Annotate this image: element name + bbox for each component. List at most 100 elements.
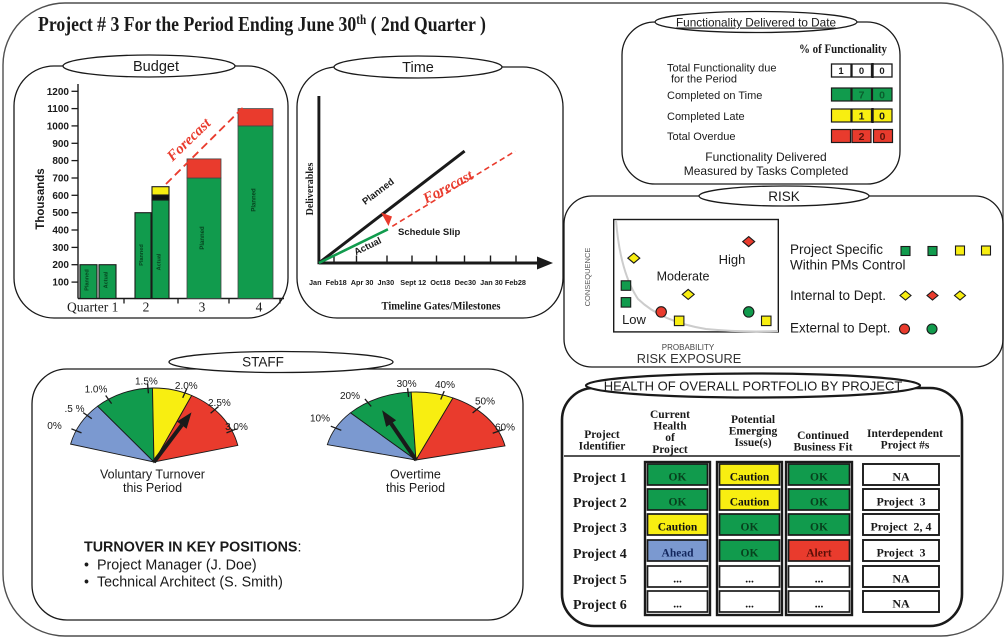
svg-text:Planned: Planned bbox=[252, 188, 258, 212]
svg-text:2: 2 bbox=[859, 131, 865, 143]
svg-text:10%: 10% bbox=[310, 414, 330, 425]
svg-text:Completed Late: Completed Late bbox=[667, 111, 745, 123]
svg-text:Total Overdue: Total Overdue bbox=[667, 131, 735, 143]
svg-text:Time: Time bbox=[402, 60, 434, 76]
svg-text:2.5%: 2.5% bbox=[208, 398, 231, 409]
svg-text:50%: 50% bbox=[475, 397, 495, 408]
svg-text:100: 100 bbox=[52, 278, 69, 289]
svg-text:40%: 40% bbox=[435, 380, 455, 391]
svg-text:0%: 0% bbox=[47, 421, 62, 432]
svg-text:RISK: RISK bbox=[768, 189, 800, 204]
svg-text:Project 4: Project 4 bbox=[573, 547, 627, 562]
svg-text:Caution: Caution bbox=[658, 522, 698, 534]
svg-text:...: ... bbox=[745, 599, 754, 611]
svg-text:Project 6: Project 6 bbox=[573, 598, 627, 613]
svg-text:...: ... bbox=[815, 574, 824, 586]
svg-text:1100: 1100 bbox=[47, 104, 69, 115]
svg-text:OK: OK bbox=[810, 497, 828, 509]
svg-text:Project 5: Project 5 bbox=[573, 573, 627, 588]
svg-text:900: 900 bbox=[52, 139, 69, 150]
svg-text:CONSEQUENCE: CONSEQUENCE bbox=[583, 248, 592, 307]
svg-text:Project # 3 For the Period End: Project # 3 For the Period Ending June 3… bbox=[38, 12, 486, 36]
svg-text:Within PMs Control: Within PMs Control bbox=[790, 258, 906, 273]
svg-text:• Project Manager (J. Doe): • Project Manager (J. Doe) bbox=[84, 558, 257, 574]
svg-text:Total Functionality due: Total Functionality due bbox=[667, 63, 776, 75]
svg-text:Functionality Delivered: Functionality Delivered bbox=[705, 150, 826, 164]
svg-text:NA: NA bbox=[892, 470, 910, 484]
svg-text:Project 1: Project 1 bbox=[573, 471, 627, 486]
svg-text:700: 700 bbox=[52, 173, 69, 184]
svg-text:OK: OK bbox=[810, 522, 828, 534]
svg-text:Functionality Delivered to Dat: Functionality Delivered to Date bbox=[676, 16, 836, 30]
svg-text:Health: Health bbox=[653, 421, 687, 433]
svg-text:0: 0 bbox=[859, 66, 864, 77]
svg-text:Project #s: Project #s bbox=[881, 440, 930, 452]
svg-text:...: ... bbox=[673, 599, 682, 611]
svg-text:30%: 30% bbox=[397, 379, 417, 390]
svg-text:Project 3: Project 3 bbox=[876, 495, 925, 509]
svg-text:NA: NA bbox=[892, 572, 910, 586]
svg-text:Ahead: Ahead bbox=[662, 548, 695, 560]
svg-text:800: 800 bbox=[52, 156, 69, 167]
svg-text:Deliverables: Deliverables bbox=[305, 163, 316, 216]
svg-text:Timeline Gates/Milestones: Timeline Gates/Milestones bbox=[382, 301, 501, 313]
svg-text:of: of bbox=[665, 432, 675, 444]
svg-text:Quarter 1: Quarter 1 bbox=[67, 300, 118, 315]
svg-text:% of Functionality: % of Functionality bbox=[799, 41, 887, 56]
svg-text:TURNOVER IN KEY POSITIONS:: TURNOVER IN KEY POSITIONS: bbox=[84, 540, 301, 556]
svg-text:20%: 20% bbox=[340, 391, 360, 402]
svg-text:3: 3 bbox=[199, 300, 206, 315]
svg-text:HEALTH OF OVERALL PORTFOLIO BY: HEALTH OF OVERALL PORTFOLIO BY PROJECT bbox=[604, 379, 903, 394]
svg-text:60%: 60% bbox=[495, 423, 515, 434]
svg-text:7: 7 bbox=[859, 90, 865, 102]
svg-text:1.0%: 1.0% bbox=[85, 385, 108, 396]
svg-text:Project 2: Project 2 bbox=[573, 496, 627, 511]
svg-text:RISK EXPOSURE: RISK EXPOSURE bbox=[637, 351, 742, 366]
svg-text:OK: OK bbox=[810, 472, 828, 484]
svg-text:...: ... bbox=[745, 574, 754, 586]
svg-text:OK: OK bbox=[741, 522, 759, 534]
svg-text:3.0%: 3.0% bbox=[225, 422, 248, 433]
svg-text:Schedule Slip: Schedule Slip bbox=[398, 227, 460, 238]
svg-text:0: 0 bbox=[879, 111, 885, 123]
svg-text:STAFF: STAFF bbox=[242, 355, 284, 370]
svg-text:Project 3: Project 3 bbox=[876, 546, 925, 560]
svg-text:OK: OK bbox=[669, 472, 687, 484]
svg-text:4: 4 bbox=[256, 300, 263, 315]
svg-text:...: ... bbox=[673, 574, 682, 586]
svg-text:2: 2 bbox=[143, 300, 150, 315]
svg-text:Project 3: Project 3 bbox=[573, 521, 627, 536]
svg-text:1.5%: 1.5% bbox=[135, 377, 158, 388]
svg-text:Issue(s): Issue(s) bbox=[734, 437, 771, 449]
svg-text:1000: 1000 bbox=[47, 121, 70, 132]
svg-text:• Technical Architect (S. Smi: • Technical Architect (S. Smith) bbox=[84, 575, 283, 591]
svg-text:OK: OK bbox=[669, 497, 687, 509]
svg-text:Budget: Budget bbox=[133, 59, 179, 75]
svg-text:0: 0 bbox=[879, 90, 885, 102]
svg-text:Caution: Caution bbox=[730, 472, 770, 484]
svg-text:Emerging: Emerging bbox=[729, 426, 778, 438]
svg-text:Thousands: Thousands bbox=[35, 168, 47, 229]
svg-text:Planned: Planned bbox=[139, 244, 145, 265]
svg-text:200: 200 bbox=[52, 260, 69, 271]
svg-text:Low: Low bbox=[622, 312, 646, 327]
svg-text:Caution: Caution bbox=[730, 497, 770, 509]
svg-text:Overtime: Overtime bbox=[390, 468, 441, 482]
svg-text:Actual: Actual bbox=[104, 271, 110, 288]
svg-text:600: 600 bbox=[52, 191, 69, 202]
svg-text:500: 500 bbox=[52, 208, 69, 219]
svg-text:Project 2, 4: Project 2, 4 bbox=[870, 520, 931, 534]
svg-text:Continued: Continued bbox=[797, 430, 849, 442]
svg-text:Jan Feb18 Apr 30 Jn30 Sep: Jan Feb18 Apr 30 Jn30 Sept 12 Oct18 Dec3… bbox=[309, 278, 526, 287]
svg-text:2.0%: 2.0% bbox=[175, 381, 198, 392]
svg-text:PROBABILITY: PROBABILITY bbox=[662, 343, 715, 352]
svg-text:Planned: Planned bbox=[85, 269, 91, 290]
svg-text:0: 0 bbox=[879, 66, 884, 77]
svg-text:Current: Current bbox=[650, 409, 690, 421]
svg-text:Alert: Alert bbox=[806, 548, 832, 560]
svg-text:Actual: Actual bbox=[157, 253, 163, 270]
svg-text:...: ... bbox=[815, 599, 824, 611]
svg-text:Identifier: Identifier bbox=[579, 441, 626, 453]
svg-text:OK: OK bbox=[741, 548, 759, 560]
svg-text:High: High bbox=[719, 252, 746, 267]
